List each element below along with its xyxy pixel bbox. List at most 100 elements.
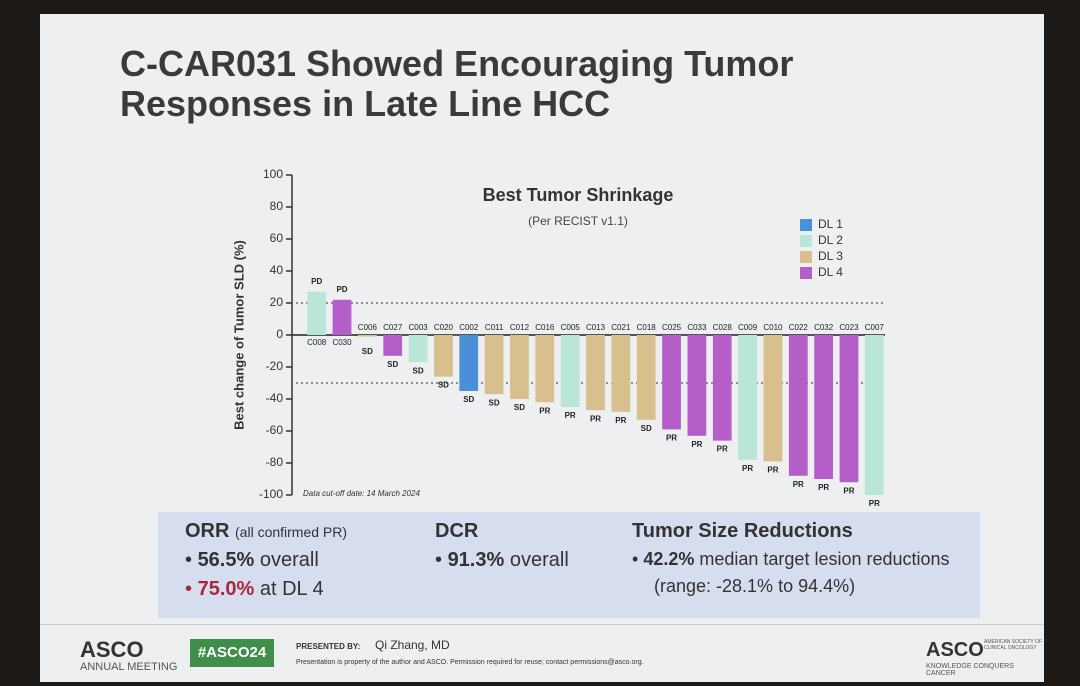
- disclaimer: Presentation is property of the author a…: [296, 659, 644, 666]
- bar: [662, 335, 681, 430]
- summary-panel: ORR (all confirmed PR) • 56.5% overall •…: [158, 512, 980, 618]
- tumor-title: Tumor Size Reductions: [632, 520, 853, 542]
- tumor-block: Tumor Size Reductions • 42.2% median tar…: [632, 520, 972, 597]
- orr-block: ORR (all confirmed PR) • 56.5% overall •…: [185, 520, 415, 601]
- bar: [687, 335, 707, 436]
- category-label: C032: [814, 323, 834, 332]
- bar: [712, 335, 732, 441]
- category-label: C005: [561, 323, 581, 332]
- bullet: • 56.5% overall: [185, 549, 319, 571]
- bar: [434, 335, 453, 377]
- category-label: C006: [358, 323, 378, 332]
- bar: [763, 335, 783, 462]
- bar: [408, 335, 428, 363]
- bullet-text: at DL 4: [259, 578, 324, 600]
- y-tick-label: 20: [270, 295, 284, 309]
- bullet-text: overall: [509, 549, 569, 571]
- y-tick-label: 40: [270, 263, 284, 277]
- category-label: C021: [611, 323, 631, 332]
- orr-note: (all confirmed PR): [235, 524, 348, 540]
- response-label: PR: [565, 411, 576, 420]
- bullet: • 42.2% median target lesion reductions: [632, 549, 950, 569]
- bullet-text: median target lesion reductions: [699, 549, 950, 569]
- legend-label: DL 1: [818, 217, 843, 231]
- hashtag: #ASCO24: [190, 639, 274, 667]
- bar: [357, 335, 377, 337]
- response-label: PR: [717, 445, 728, 454]
- chart-title: Best Tumor Shrinkage: [483, 185, 674, 205]
- orr-title: ORR: [185, 520, 230, 542]
- meeting-logo: ASCO: [80, 637, 144, 662]
- bar: [484, 335, 504, 395]
- tagline: KNOWLEDGE CONQUERS CANCER: [926, 663, 1014, 677]
- bar: [864, 335, 884, 495]
- highlight: 91.3%: [447, 549, 505, 571]
- response-label: PR: [767, 466, 778, 475]
- highlight: 42.2%: [643, 549, 695, 569]
- category-label: C030: [332, 338, 352, 347]
- bar: [560, 335, 580, 407]
- category-label: C003: [409, 323, 429, 332]
- range-text: (range: -28.1% to 94.4%): [654, 576, 856, 596]
- response-label: SD: [413, 366, 424, 375]
- legend-swatch: [800, 267, 812, 279]
- y-tick-label: 60: [270, 231, 284, 245]
- response-label: SD: [641, 424, 652, 433]
- response-label: PD: [336, 285, 347, 294]
- category-label: C020: [434, 323, 454, 332]
- y-tick-label: 80: [270, 199, 284, 213]
- response-label: PR: [666, 434, 677, 443]
- bar: [839, 335, 859, 483]
- y-tick-label: -20: [266, 359, 284, 373]
- bar: [307, 291, 327, 335]
- response-label: PR: [615, 416, 626, 425]
- response-label: PR: [590, 414, 601, 423]
- orr-heading: ORR (all confirmed PR): [185, 520, 415, 543]
- bar: [586, 335, 605, 411]
- category-label: C013: [586, 323, 606, 332]
- response-label: PR: [691, 440, 702, 449]
- legend-swatch: [800, 235, 812, 247]
- bullet-text: overall: [259, 549, 319, 571]
- y-axis-label: Best change of Tumor SLD (%): [231, 240, 246, 430]
- bar: [332, 299, 352, 335]
- footer: ASCO ANNUAL MEETING #ASCO24 PRESENTED BY…: [40, 624, 1044, 683]
- presented-by: PRESENTED BY:: [296, 642, 361, 651]
- y-tick-label: 100: [263, 167, 283, 181]
- response-label: PR: [539, 406, 550, 415]
- bullet: • 91.3% overall: [435, 549, 569, 571]
- y-tick-label: -80: [266, 455, 284, 469]
- dcr-title: DCR: [435, 520, 479, 542]
- chart-subtitle: (Per RECIST v1.1): [528, 214, 628, 228]
- response-label: SD: [362, 347, 373, 356]
- bar: [535, 335, 555, 403]
- presenter: Qi Zhang, MD: [375, 638, 450, 652]
- category-label: C018: [637, 323, 657, 332]
- response-label: PD: [311, 277, 322, 286]
- asco-sub: AMERICAN SOCIETY OF CLINICAL ONCOLOGY: [984, 639, 1042, 651]
- dcr-block: DCR • 91.3% overall: [435, 520, 615, 572]
- bar: [611, 335, 631, 412]
- response-label: PR: [818, 483, 829, 492]
- bar: [788, 335, 808, 476]
- legend-swatch: [800, 251, 812, 263]
- category-label: C007: [865, 323, 885, 332]
- legend-label: DL 4: [818, 265, 843, 279]
- category-label: C002: [459, 323, 479, 332]
- category-label: C025: [662, 323, 682, 332]
- bar: [636, 335, 656, 420]
- y-tick-label: -40: [266, 391, 284, 405]
- category-label: C027: [383, 323, 403, 332]
- y-tick-label: -100: [259, 487, 283, 501]
- response-label: PR: [742, 464, 753, 473]
- category-label: C033: [687, 323, 707, 332]
- slide-title: C-CAR031 Showed Encouraging Tumor Respon…: [120, 43, 794, 124]
- bar: [814, 335, 834, 479]
- response-label: PR: [869, 499, 880, 508]
- category-label: C012: [510, 323, 530, 332]
- category-label: C010: [763, 323, 783, 332]
- category-label: C011: [485, 323, 504, 332]
- highlight: 75.0%: [197, 578, 255, 600]
